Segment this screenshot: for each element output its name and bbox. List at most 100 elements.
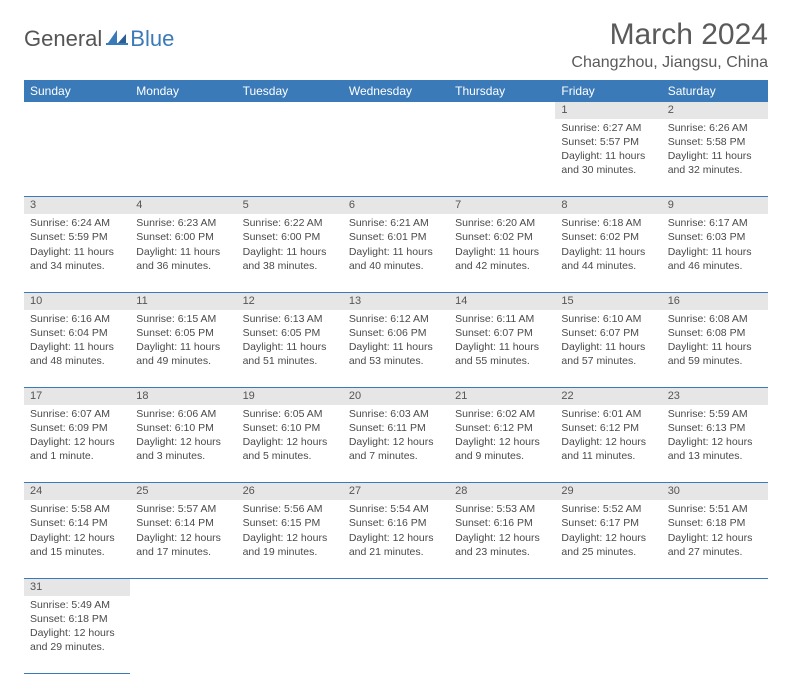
sunset-text: Sunset: 5:57 PM [561,135,655,149]
daylight-text: Daylight: 11 hours [561,245,655,259]
daylight-text: Daylight: 12 hours [136,531,230,545]
day-cell [237,596,343,674]
sunset-text: Sunset: 5:58 PM [668,135,762,149]
daylight-text: Daylight: 11 hours [349,340,443,354]
daylight-text: Daylight: 11 hours [455,245,549,259]
day-cell: Sunrise: 6:06 AMSunset: 6:10 PMDaylight:… [130,405,236,483]
sunrise-text: Sunrise: 6:02 AM [455,407,549,421]
day-number: 1 [555,102,661,119]
weekday-header: Monday [130,80,236,102]
sunrise-text: Sunrise: 6:16 AM [30,312,124,326]
day-number [237,102,343,119]
daylight-text: Daylight: 11 hours [561,340,655,354]
day-number: 17 [24,388,130,405]
daylight-text: and 34 minutes. [30,259,124,273]
sunset-text: Sunset: 6:17 PM [561,516,655,530]
day-number: 18 [130,388,236,405]
sunset-text: Sunset: 6:05 PM [243,326,337,340]
day-number-row: 12 [24,102,768,119]
weekday-header-row: SundayMondayTuesdayWednesdayThursdayFrid… [24,80,768,102]
daylight-text: and 11 minutes. [561,449,655,463]
daylight-text: and 36 minutes. [136,259,230,273]
sunset-text: Sunset: 6:15 PM [243,516,337,530]
day-number [24,102,130,119]
location: Changzhou, Jiangsu, China [571,54,768,72]
daylight-text: and 15 minutes. [30,545,124,559]
calendar-table: SundayMondayTuesdayWednesdayThursdayFrid… [24,80,768,674]
day-number [343,102,449,119]
logo: General Blue [24,26,174,52]
day-content-row: Sunrise: 6:24 AMSunset: 5:59 PMDaylight:… [24,214,768,292]
sunrise-text: Sunrise: 6:18 AM [561,216,655,230]
daylight-text: and 48 minutes. [30,354,124,368]
day-cell [449,596,555,674]
day-number [130,102,236,119]
day-number [343,578,449,595]
daylight-text: and 42 minutes. [455,259,549,273]
day-content-row: Sunrise: 6:27 AMSunset: 5:57 PMDaylight:… [24,119,768,197]
sunrise-text: Sunrise: 6:01 AM [561,407,655,421]
day-number: 2 [662,102,768,119]
daylight-text: and 49 minutes. [136,354,230,368]
daylight-text: and 38 minutes. [243,259,337,273]
day-number [237,578,343,595]
day-cell: Sunrise: 5:57 AMSunset: 6:14 PMDaylight:… [130,500,236,578]
daylight-text: and 19 minutes. [243,545,337,559]
day-number: 7 [449,197,555,214]
day-cell: Sunrise: 6:15 AMSunset: 6:05 PMDaylight:… [130,310,236,388]
daylight-text: Daylight: 11 hours [668,149,762,163]
daylight-text: and 44 minutes. [561,259,655,273]
sunset-text: Sunset: 6:05 PM [136,326,230,340]
daylight-text: Daylight: 11 hours [136,340,230,354]
daylight-text: Daylight: 11 hours [243,340,337,354]
sunset-text: Sunset: 6:02 PM [561,230,655,244]
day-cell: Sunrise: 6:08 AMSunset: 6:08 PMDaylight:… [662,310,768,388]
sunrise-text: Sunrise: 6:07 AM [30,407,124,421]
sunrise-text: Sunrise: 6:13 AM [243,312,337,326]
daylight-text: Daylight: 11 hours [349,245,443,259]
daylight-text: and 55 minutes. [455,354,549,368]
day-cell: Sunrise: 5:58 AMSunset: 6:14 PMDaylight:… [24,500,130,578]
day-cell: Sunrise: 5:56 AMSunset: 6:15 PMDaylight:… [237,500,343,578]
day-cell [343,596,449,674]
day-number [449,578,555,595]
day-number-row: 3456789 [24,197,768,214]
day-number [662,578,768,595]
sunset-text: Sunset: 6:14 PM [136,516,230,530]
daylight-text: Daylight: 12 hours [30,435,124,449]
daylight-text: and 27 minutes. [668,545,762,559]
day-number: 21 [449,388,555,405]
daylight-text: Daylight: 11 hours [455,340,549,354]
day-number-row: 31 [24,578,768,595]
daylight-text: Daylight: 11 hours [30,340,124,354]
sunrise-text: Sunrise: 6:03 AM [349,407,443,421]
daylight-text: Daylight: 12 hours [243,531,337,545]
sunrise-text: Sunrise: 6:26 AM [668,121,762,135]
sunrise-text: Sunrise: 5:49 AM [30,598,124,612]
sunset-text: Sunset: 6:10 PM [243,421,337,435]
daylight-text: and 3 minutes. [136,449,230,463]
sunset-text: Sunset: 6:01 PM [349,230,443,244]
day-cell: Sunrise: 6:07 AMSunset: 6:09 PMDaylight:… [24,405,130,483]
sunrise-text: Sunrise: 6:08 AM [668,312,762,326]
daylight-text: and 59 minutes. [668,354,762,368]
daylight-text: Daylight: 11 hours [668,340,762,354]
daylight-text: and 23 minutes. [455,545,549,559]
daylight-text: and 7 minutes. [349,449,443,463]
daylight-text: and 1 minute. [30,449,124,463]
day-cell: Sunrise: 5:49 AMSunset: 6:18 PMDaylight:… [24,596,130,674]
daylight-text: and 9 minutes. [455,449,549,463]
sunrise-text: Sunrise: 5:53 AM [455,502,549,516]
sunset-text: Sunset: 6:07 PM [561,326,655,340]
sunrise-text: Sunrise: 6:21 AM [349,216,443,230]
day-content-row: Sunrise: 5:58 AMSunset: 6:14 PMDaylight:… [24,500,768,578]
daylight-text: and 5 minutes. [243,449,337,463]
daylight-text: and 17 minutes. [136,545,230,559]
day-number-row: 24252627282930 [24,483,768,500]
sunrise-text: Sunrise: 6:11 AM [455,312,549,326]
daylight-text: Daylight: 12 hours [136,435,230,449]
day-cell: Sunrise: 5:59 AMSunset: 6:13 PMDaylight:… [662,405,768,483]
weekday-header: Tuesday [237,80,343,102]
day-cell [130,596,236,674]
month-title: March 2024 [571,18,768,52]
